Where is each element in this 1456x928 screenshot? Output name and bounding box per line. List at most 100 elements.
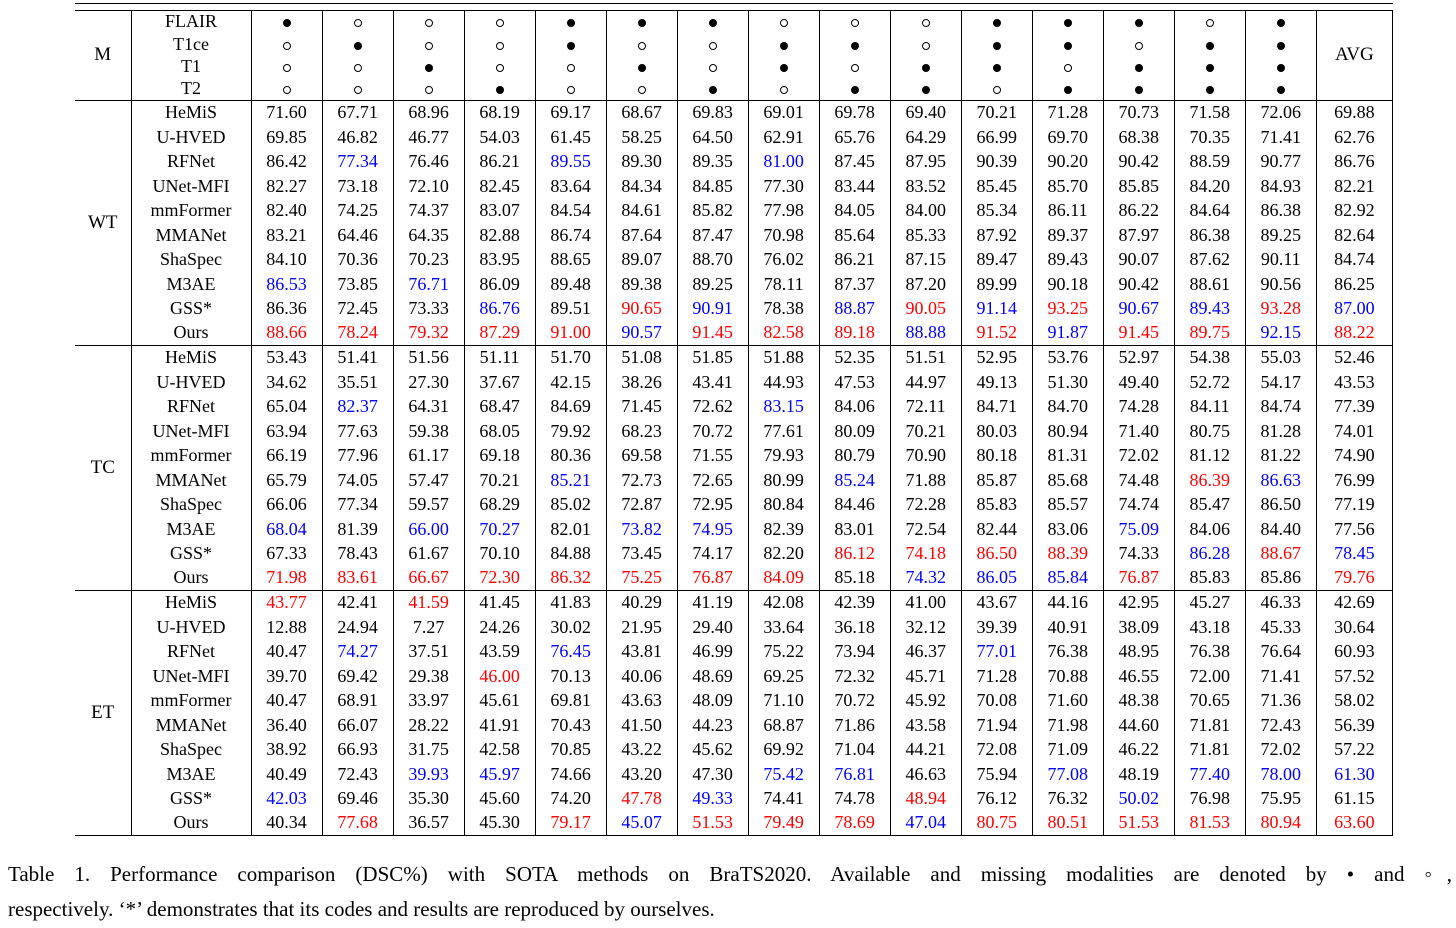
dsc-value: 77.63 [322, 418, 394, 444]
dsc-value: 91.45 [677, 320, 749, 346]
dsc-value: 86.38 [1174, 222, 1246, 248]
modality-dot-cell [393, 32, 465, 56]
open-dot-icon [1205, 19, 1214, 28]
dsc-value: 89.43 [1032, 247, 1104, 272]
dsc-value: 85.83 [1174, 565, 1246, 591]
modality-dot-cell [464, 32, 536, 56]
dsc-value: 89.25 [677, 271, 749, 297]
dsc-value: 42.41 [322, 590, 394, 615]
dsc-value: 83.61 [322, 565, 394, 591]
dsc-value: 82.45 [464, 173, 536, 199]
modality-dot-cell [1032, 55, 1104, 78]
dsc-value: 84.85 [677, 173, 749, 199]
dsc-value: 39.39 [961, 614, 1033, 640]
dsc-value: 67.71 [322, 100, 394, 125]
dsc-value: 51.85 [677, 345, 749, 370]
dsc-value: 29.40 [677, 614, 749, 640]
dsc-value: 45.60 [464, 786, 536, 811]
dsc-value: 84.06 [819, 394, 891, 419]
dsc-value: 40.91 [1032, 614, 1104, 640]
dsc-value: 88.88 [890, 320, 962, 346]
dsc-value: 88.66 [251, 320, 323, 346]
dsc-value: 90.39 [961, 149, 1033, 174]
dsc-value: 51.30 [1032, 369, 1104, 395]
dsc-value: 76.12 [961, 786, 1033, 811]
dsc-value: 74.05 [322, 467, 394, 493]
dsc-value: 86.32 [535, 565, 607, 591]
filled-dot-icon [1276, 41, 1285, 50]
method-label: M3AE [131, 761, 252, 787]
dsc-value: 86.50 [961, 541, 1033, 566]
dsc-value: 81.39 [322, 516, 394, 542]
dsc-value: 87.29 [464, 320, 536, 346]
filled-dot-icon [850, 86, 859, 95]
avg-value: 30.64 [1316, 614, 1394, 640]
open-dot-icon [850, 19, 859, 28]
dsc-value: 66.99 [961, 124, 1033, 150]
dsc-value: 85.02 [535, 492, 607, 517]
dsc-value: 87.47 [677, 222, 749, 248]
method-label: HeMiS [131, 345, 252, 370]
dsc-value: 87.97 [1103, 222, 1175, 248]
dsc-value: 88.39 [1032, 541, 1104, 566]
dsc-value: 84.10 [251, 247, 323, 272]
avg-value: 63.60 [1316, 810, 1394, 836]
dsc-value: 68.91 [322, 688, 394, 713]
modality-row-label-t2: T2 [131, 77, 252, 101]
modality-dot-cell [251, 55, 323, 78]
dsc-value: 74.95 [677, 516, 749, 542]
dsc-value: 36.18 [819, 614, 891, 640]
dsc-value: 77.30 [748, 173, 820, 199]
dsc-value: 90.20 [1032, 149, 1104, 174]
dsc-value: 40.49 [251, 761, 323, 787]
dsc-value: 69.81 [535, 688, 607, 713]
dsc-value: 43.59 [464, 639, 536, 664]
modality-dot-cell [1103, 10, 1175, 33]
method-label: mmFormer [131, 443, 252, 468]
dsc-value: 73.18 [322, 173, 394, 199]
filled-dot-icon [637, 64, 646, 72]
dsc-value: 80.84 [748, 492, 820, 517]
dsc-value: 38.92 [251, 737, 323, 762]
avg-value: 82.64 [1316, 222, 1394, 248]
dsc-value: 86.12 [819, 541, 891, 566]
dsc-value: 90.67 [1103, 296, 1175, 321]
dsc-value: 89.75 [1174, 320, 1246, 346]
dsc-value: 72.02 [1103, 443, 1175, 468]
modality-dot-cell [606, 32, 678, 56]
dsc-value: 42.95 [1103, 590, 1175, 615]
dsc-value: 77.40 [1174, 761, 1246, 787]
dsc-value: 41.45 [464, 590, 536, 615]
dsc-value: 52.35 [819, 345, 891, 370]
section-label-wt: WT [75, 100, 132, 346]
dsc-value: 84.93 [1245, 173, 1317, 199]
dsc-value: 77.61 [748, 418, 820, 444]
open-dot-icon [424, 19, 433, 28]
method-label: ShaSpec [131, 737, 252, 762]
dsc-value: 78.69 [819, 810, 891, 836]
filled-dot-icon [1134, 19, 1143, 28]
modality-dot-cell [748, 55, 820, 78]
dsc-value: 83.64 [535, 173, 607, 199]
filled-dot-icon [992, 19, 1001, 28]
dsc-value: 50.02 [1103, 786, 1175, 811]
dsc-value: 43.41 [677, 369, 749, 395]
dsc-value: 86.50 [1245, 492, 1317, 517]
dsc-value: 88.59 [1174, 149, 1246, 174]
dsc-value: 72.54 [890, 516, 962, 542]
dsc-value: 81.12 [1174, 443, 1246, 468]
dsc-value: 89.48 [535, 271, 607, 297]
dsc-value: 46.82 [322, 124, 394, 150]
dsc-value: 68.38 [1103, 124, 1175, 150]
filled-dot-icon [1276, 19, 1285, 28]
dsc-value: 36.57 [393, 810, 465, 836]
dsc-value: 71.10 [748, 688, 820, 713]
method-label: UNet-MFI [131, 418, 252, 444]
dsc-value: 74.33 [1103, 541, 1175, 566]
dsc-value: 43.20 [606, 761, 678, 787]
modality-dot-cell [1032, 32, 1104, 56]
modality-dot-cell [606, 77, 678, 101]
open-dot-icon [708, 41, 717, 50]
dsc-value: 47.30 [677, 761, 749, 787]
dsc-value: 82.40 [251, 198, 323, 223]
